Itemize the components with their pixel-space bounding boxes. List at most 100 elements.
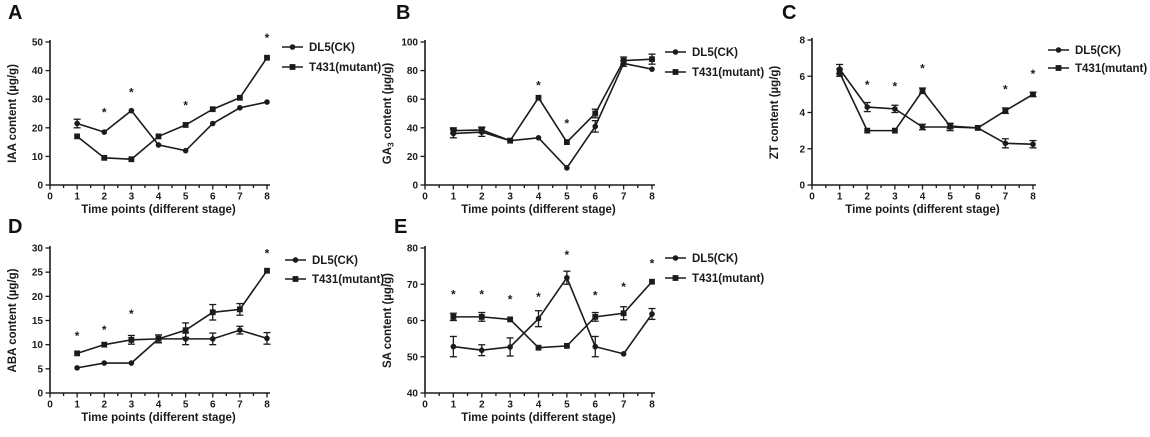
svg-text:*: * <box>1031 67 1036 81</box>
svg-text:*: * <box>451 288 456 302</box>
tick-labels: 40 50 60 70 80 0 1 2 3 4 5 6 7 8 <box>407 244 655 411</box>
svg-text:6: 6 <box>210 400 216 411</box>
circle-marker <box>620 351 627 357</box>
square-marker <box>450 127 457 134</box>
svg-text:*: * <box>536 78 541 92</box>
svg-text:1: 1 <box>837 192 843 203</box>
svg-text:50: 50 <box>32 38 44 49</box>
svg-text:10: 10 <box>32 152 44 163</box>
ticks <box>420 247 653 398</box>
svg-text:4: 4 <box>156 192 162 203</box>
series-dl5-ck <box>449 59 655 171</box>
svg-text:60: 60 <box>407 316 419 327</box>
series-line <box>838 68 1034 146</box>
svg-text:4: 4 <box>536 192 542 203</box>
svg-text:2: 2 <box>799 144 805 155</box>
series-t431-mutant <box>449 278 655 351</box>
square-marker <box>74 350 81 357</box>
svg-text:2: 2 <box>479 400 485 411</box>
panel-a: A 0 10 20 30 40 50 0 1 2 3 4 5 6 7 8 Time points (diffe… <box>0 2 395 218</box>
series-line <box>453 58 653 144</box>
y-axis-title: GA3 content (µg/g) <box>382 63 396 165</box>
panel-c: C 0 2 4 6 8 0 1 2 3 4 5 6 7 8 Time points (different s… <box>764 2 1150 218</box>
panel-c-letter: C <box>782 2 797 24</box>
axes <box>49 40 270 186</box>
legend-square-marker <box>672 69 679 75</box>
legend-circle-marker <box>1055 47 1062 53</box>
svg-text:6: 6 <box>799 72 805 83</box>
square-marker <box>450 313 457 320</box>
legend-label: T431(mutant) <box>692 273 764 285</box>
series-line <box>76 329 268 369</box>
circle-marker <box>74 365 80 371</box>
circle-marker <box>182 147 189 154</box>
svg-text:*: * <box>479 288 484 302</box>
panel-b-letter: B <box>396 2 411 24</box>
chart-d-aba-content: 0 5 10 15 20 25 30 0 1 2 3 4 5 6 7 8 Time points (differ… <box>7 244 384 425</box>
legend: DL5(CK) T431(mutant) <box>665 253 764 285</box>
y-axis-title: IAA content (µg/g) <box>7 64 19 163</box>
panel-a-letter: A <box>8 2 23 24</box>
square-marker <box>478 313 485 320</box>
panel-d: D 0 5 10 15 20 25 30 0 1 2 3 4 5 6 7 8 Time points (diff… <box>0 216 395 432</box>
svg-text:0: 0 <box>37 389 43 400</box>
series-line <box>76 57 268 161</box>
x-axis-title: Time points (different stage) <box>81 412 236 424</box>
svg-text:*: * <box>102 323 107 337</box>
svg-text:15: 15 <box>32 316 44 327</box>
circle-marker <box>564 274 570 281</box>
significance-asterisks: * * * * * * * * <box>451 248 655 306</box>
tick-labels: 0 20 40 60 80 100 0 1 2 3 4 5 6 7 8 <box>401 38 655 203</box>
legend: DL5(CK) T431(mutant) <box>1048 45 1147 75</box>
svg-text:10: 10 <box>32 340 44 351</box>
axes <box>424 246 655 394</box>
x-axis-title: Time points (different stage) <box>461 204 616 216</box>
svg-text:6: 6 <box>592 400 598 411</box>
svg-text:50: 50 <box>407 352 419 363</box>
svg-text:0: 0 <box>47 400 53 411</box>
square-marker <box>101 154 108 161</box>
svg-text:*: * <box>129 86 134 100</box>
svg-text:8: 8 <box>799 36 805 47</box>
circle-marker <box>919 124 926 130</box>
square-marker <box>649 278 655 285</box>
circle-marker <box>155 142 162 148</box>
axes <box>811 38 1036 186</box>
square-marker <box>236 306 243 313</box>
svg-text:4: 4 <box>156 400 162 411</box>
x-axis-title: Time points (different stage) <box>461 412 616 424</box>
series-dl5-ck <box>73 99 270 154</box>
square-marker <box>264 54 270 61</box>
square-marker <box>182 327 189 334</box>
series-t431-mutant <box>449 53 656 145</box>
square-marker <box>478 127 485 133</box>
svg-text:80: 80 <box>407 66 419 77</box>
svg-text:*: * <box>565 116 570 130</box>
svg-text:20: 20 <box>32 292 44 303</box>
series-t431-mutant <box>836 68 1037 134</box>
square-marker <box>155 335 162 342</box>
svg-text:5: 5 <box>37 364 43 375</box>
square-marker <box>236 94 243 101</box>
chart-c-zt-content: 0 2 4 6 8 0 1 2 3 4 5 6 7 8 Time points (different sta… <box>769 36 1147 217</box>
square-marker <box>264 267 270 274</box>
svg-text:*: * <box>508 292 513 306</box>
y-axis-title: SA content (µg/g) <box>382 273 394 368</box>
svg-text:4: 4 <box>536 400 542 411</box>
square-marker <box>1030 91 1036 98</box>
series-line <box>838 72 1034 132</box>
svg-text:5: 5 <box>564 192 570 203</box>
square-marker <box>535 344 542 351</box>
svg-text:0: 0 <box>47 192 53 203</box>
svg-text:20: 20 <box>32 123 44 134</box>
svg-text:5: 5 <box>564 400 570 411</box>
legend-label: T431(mutant) <box>309 62 381 74</box>
square-marker <box>947 123 954 129</box>
panel-e: E 40 50 60 70 80 0 1 2 3 4 5 6 7 8 Time points (differ… <box>377 216 777 432</box>
legend-square-marker <box>1055 65 1062 71</box>
svg-text:*: * <box>265 246 270 260</box>
svg-text:1: 1 <box>451 400 457 411</box>
svg-text:*: * <box>650 257 655 271</box>
svg-text:8: 8 <box>649 400 655 411</box>
